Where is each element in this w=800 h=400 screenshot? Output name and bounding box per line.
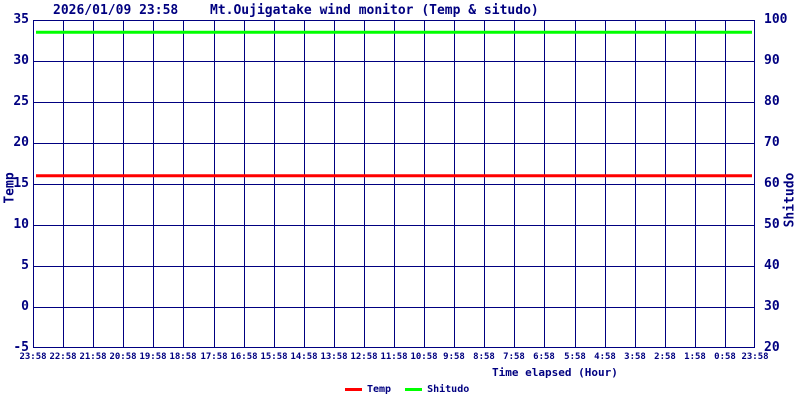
y-right-tick-label: 70 (764, 135, 780, 150)
legend-label: Temp (367, 384, 392, 395)
legend-item-temp: Temp (345, 384, 391, 395)
y-right-tick-label: 40 (764, 258, 780, 273)
y-left-tick-label: 0 (21, 299, 29, 314)
x-tick-label: 3:58 (624, 352, 646, 362)
y-right-tick-label: 20 (764, 340, 780, 355)
x-tick-label: 17:58 (200, 352, 228, 362)
x-tick-label: 4:58 (594, 352, 616, 362)
y-left-tick-label: 10 (13, 217, 29, 232)
x-tick-label: 20:58 (109, 352, 137, 362)
legend: Temp Shitudo (345, 384, 469, 395)
x-tick-label: 0:58 (714, 352, 736, 362)
y-right-tick-label: 60 (764, 176, 780, 191)
y-right-tick-label: 100 (764, 12, 788, 27)
x-tick-label: 15:58 (260, 352, 288, 362)
y-left-tick-label: -5 (13, 340, 29, 355)
left-axis-title: Temp (2, 172, 18, 204)
legend-label: Shitudo (427, 384, 470, 395)
x-tick-label: 9:58 (443, 352, 465, 362)
x-tick-label: 22:58 (49, 352, 77, 362)
legend-swatch-shitudo (405, 388, 423, 391)
x-tick-label: 2:58 (654, 352, 676, 362)
right-axis-title: Shitudo (782, 172, 798, 228)
y-right-tick-label: 80 (764, 94, 780, 109)
x-tick-label: 23:58 (19, 352, 47, 362)
x-tick-label: 13:58 (320, 352, 348, 362)
y-left-tick-label: 35 (13, 12, 29, 27)
x-tick-label: 5:58 (564, 352, 586, 362)
x-tick-label: 7:58 (503, 352, 525, 362)
y-left-tick-label: 15 (13, 176, 29, 191)
x-tick-label: 14:58 (290, 352, 318, 362)
x-tick-label: 12:58 (350, 352, 378, 362)
y-left-tick-label: 5 (21, 258, 29, 273)
legend-item-shitudo: Shitudo (405, 384, 469, 395)
y-right-tick-label: 30 (764, 299, 780, 314)
plot-grid-and-series (33, 20, 755, 348)
x-tick-label: 19:58 (139, 352, 167, 362)
y-left-tick-label: 25 (13, 94, 29, 109)
x-tick-label: 23:58 (741, 352, 769, 362)
x-tick-label: 8:58 (473, 352, 495, 362)
y-left-tick-label: 20 (13, 135, 29, 150)
y-right-tick-label: 90 (764, 53, 780, 68)
x-tick-label: 6:58 (533, 352, 555, 362)
x-tick-label: 11:58 (380, 352, 408, 362)
x-axis-title: Time elapsed (Hour) (492, 366, 618, 379)
chart-title: Mt.Oujigatake wind monitor (Temp & situd… (210, 3, 539, 18)
legend-swatch-temp (345, 388, 362, 391)
plot-area (33, 20, 755, 348)
x-tick-label: 18:58 (169, 352, 197, 362)
y-right-tick-label: 50 (764, 217, 780, 232)
x-tick-label: 16:58 (230, 352, 258, 362)
chart-timestamp: 2026/01/09 23:58 (53, 3, 179, 18)
x-tick-label: 10:58 (410, 352, 438, 362)
x-tick-label: 1:58 (684, 352, 706, 362)
y-left-tick-label: 30 (13, 53, 29, 68)
x-tick-label: 21:58 (79, 352, 107, 362)
